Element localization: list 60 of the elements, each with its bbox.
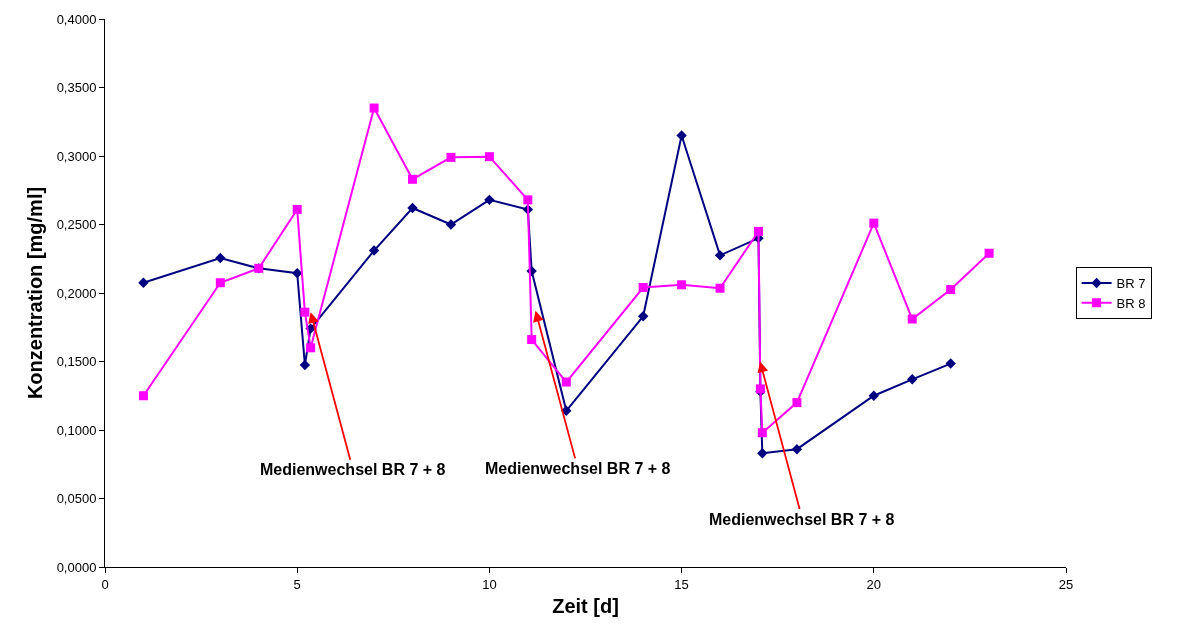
annotation: Medienwechsel BR 7 + 8: [485, 460, 671, 477]
point: [638, 283, 648, 293]
point: [561, 377, 571, 387]
point: [715, 283, 725, 293]
x-tick-label: 0: [101, 576, 109, 592]
point: [292, 204, 302, 214]
point: [677, 280, 687, 290]
y-tick-label: 0,2000: [56, 285, 97, 301]
point: [484, 194, 495, 206]
point: [868, 390, 879, 401]
point: [215, 278, 225, 288]
point: [637, 311, 649, 322]
point: [792, 398, 802, 408]
x-axis-title: Zeit [d]: [552, 595, 619, 618]
point: [446, 152, 456, 162]
x-tick-label: 10: [482, 576, 497, 592]
y-tick-label: 0,1500: [56, 354, 97, 370]
x-tick-label: 15: [674, 576, 689, 592]
point: [215, 252, 226, 264]
x-tick-label: 25: [1058, 576, 1074, 592]
point: [299, 359, 311, 371]
y-tick-label: 0,4000: [56, 11, 97, 27]
point: [138, 391, 148, 401]
point: [407, 202, 418, 214]
point: [300, 307, 310, 317]
point: [791, 443, 803, 455]
point: [408, 174, 418, 184]
point: [484, 152, 494, 162]
point: [757, 428, 767, 438]
point: [946, 285, 956, 295]
point: [306, 343, 316, 353]
point: [523, 195, 533, 205]
point: [757, 448, 768, 459]
y-tick-label: 0,0500: [56, 491, 97, 507]
point: [984, 248, 994, 258]
y-tick-label: 0,2500: [56, 217, 97, 233]
point: [138, 277, 149, 288]
y-tick-label: 0,3500: [56, 80, 97, 96]
point: [945, 358, 956, 369]
annotation: Medienwechsel BR 7 + 8: [260, 461, 446, 478]
point: [527, 335, 537, 345]
point: [368, 245, 380, 256]
point: [907, 314, 917, 324]
y-tick-label: 0,1000: [56, 422, 97, 438]
x-tick-label: 5: [293, 576, 301, 592]
legend-label: BR 7: [1116, 276, 1146, 292]
point: [714, 250, 726, 261]
annotation: Medienwechsel BR 7 + 8: [709, 511, 895, 528]
point: [561, 405, 572, 417]
y-axis-title: Konzentration [mg/ml]: [24, 186, 47, 400]
y-tick-label: 0,0000: [56, 559, 97, 575]
point: [676, 130, 687, 141]
point: [445, 219, 457, 230]
legend-label: BR 8: [1116, 295, 1146, 311]
point: [369, 103, 379, 113]
y-tick-label: 0,3000: [56, 148, 97, 164]
point: [753, 226, 763, 236]
x-tick-label: 20: [866, 576, 882, 592]
point: [869, 218, 879, 228]
point: [907, 374, 918, 385]
